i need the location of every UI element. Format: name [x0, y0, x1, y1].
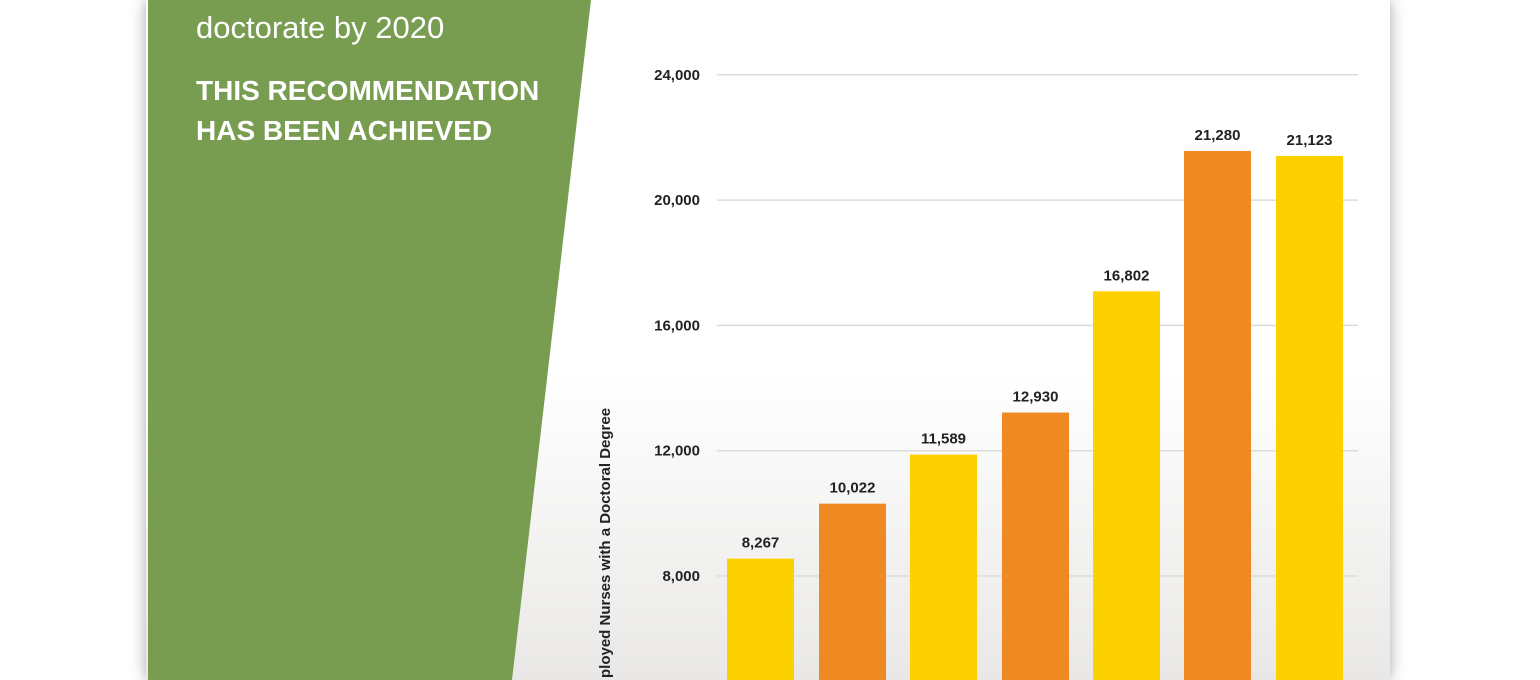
bar-value-label: 21,280 — [1195, 127, 1241, 144]
bar — [1093, 291, 1160, 680]
y-tick-label: 16,000 — [654, 317, 700, 334]
panel-subtitle: doctorate by 2020 — [196, 10, 445, 45]
bar — [727, 558, 794, 680]
bar-value-label: 10,022 — [830, 480, 876, 497]
bar — [1276, 155, 1343, 680]
y-axis-label: ployed Nurses with a Doctoral Degree — [597, 408, 614, 678]
bar — [1184, 151, 1251, 680]
bar — [819, 503, 886, 680]
y-tick-label: 12,000 — [654, 443, 700, 460]
bar-value-label: 11,589 — [921, 431, 966, 448]
bar — [910, 454, 977, 680]
bar-value-label: 16,802 — [1104, 267, 1150, 284]
bar-value-label: 8,267 — [742, 535, 780, 552]
bar-value-label: 21,123 — [1287, 132, 1333, 149]
y-tick-label: 20,000 — [654, 192, 700, 209]
bar-value-label: 12,930 — [1013, 389, 1059, 406]
achievement-status: THIS RECOMMENDATION HAS BEEN ACHIEVED — [196, 75, 540, 146]
y-tick-label: 24,000 — [654, 67, 700, 84]
y-tick-label: 8,000 — [662, 568, 700, 585]
bar — [1002, 412, 1069, 680]
recommendation-panel — [148, 0, 591, 680]
